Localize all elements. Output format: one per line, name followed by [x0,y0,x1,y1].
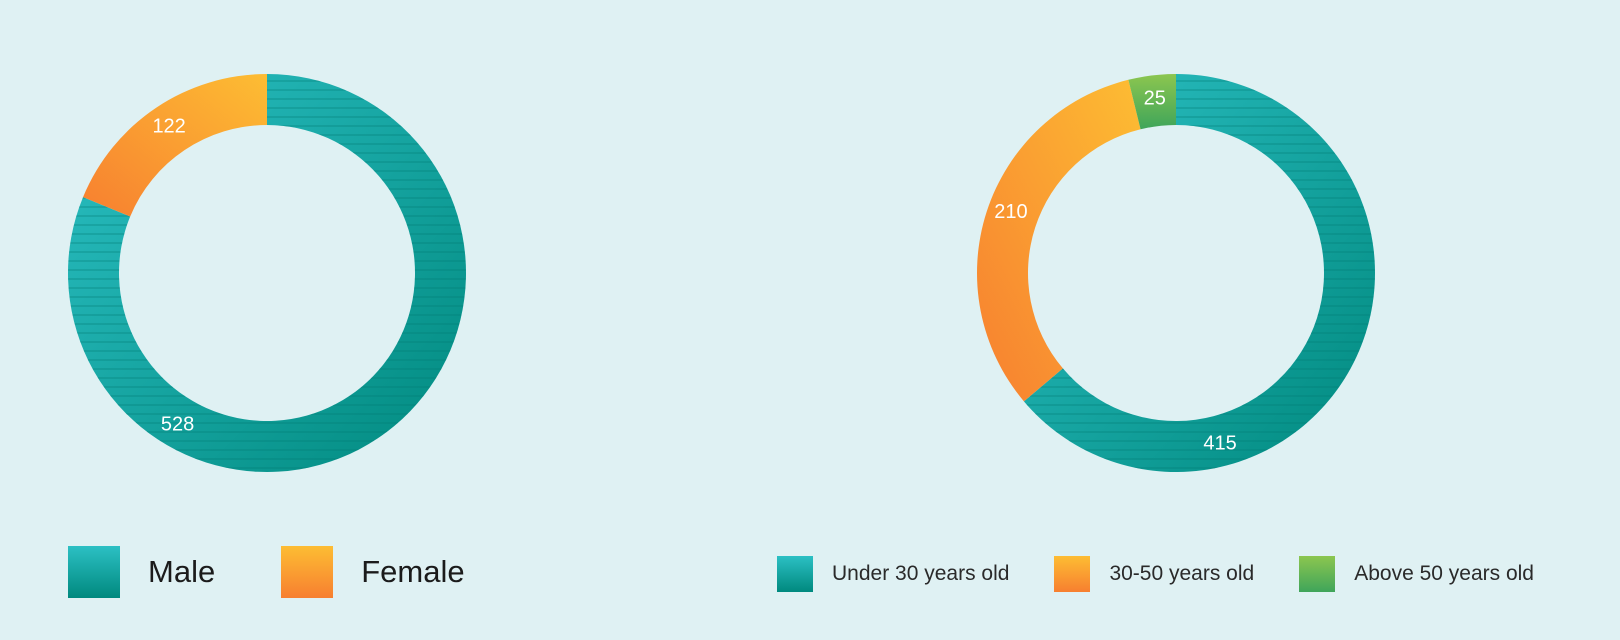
age-legend: Under 30 years old 30-50 years old Above… [777,556,1534,592]
legend-label-male: Male [148,554,216,589]
donut-slice-30-50-years-old [977,79,1141,402]
donut-value-label-above-50-years-old: 25 [1144,87,1166,109]
legend-item-female: Female [281,546,530,598]
donut-slice-female [83,74,267,217]
legend-swatch-male [68,546,120,598]
gender-legend: Male Female [68,545,531,599]
legend-item-30-50: 30-50 years old [1054,556,1299,592]
legend-item-under-30: Under 30 years old [777,556,1054,592]
donut-value-label-male: 528 [161,414,194,436]
gender-donut-chart: 528 122 [67,74,466,473]
donut-slice-stripes-under-30-years-old [1023,74,1375,473]
legend-label-female: Female [361,554,465,589]
legend-swatch-female [281,546,334,598]
legend-label-above-50: Above 50 years old [1354,562,1534,585]
legend-label-30-50: 30-50 years old [1109,562,1255,585]
legend-label-under-30: Under 30 years old [832,562,1010,585]
donut-value-label-30-50-years-old: 210 [994,201,1027,223]
donut-slice-above-50-years-old [1128,74,1176,130]
legend-swatch-under-30 [777,556,813,592]
legend-item-male: Male [68,546,281,598]
legend-item-above-50: Above 50 years old [1299,556,1534,592]
age-donut-chart: 415 210 25 [977,74,1375,473]
donut-value-label-under-30-years-old: 415 [1203,432,1236,454]
legend-swatch-30-50 [1054,556,1091,592]
legend-swatch-above-50 [1299,556,1336,592]
donut-value-label-female: 122 [152,116,185,138]
